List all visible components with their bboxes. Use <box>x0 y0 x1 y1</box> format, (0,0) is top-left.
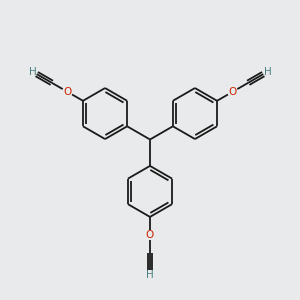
Text: H: H <box>29 67 36 77</box>
Text: O: O <box>146 230 154 240</box>
Text: H: H <box>146 270 154 280</box>
Text: O: O <box>63 87 71 97</box>
Text: H: H <box>264 67 271 77</box>
Text: O: O <box>229 87 237 97</box>
